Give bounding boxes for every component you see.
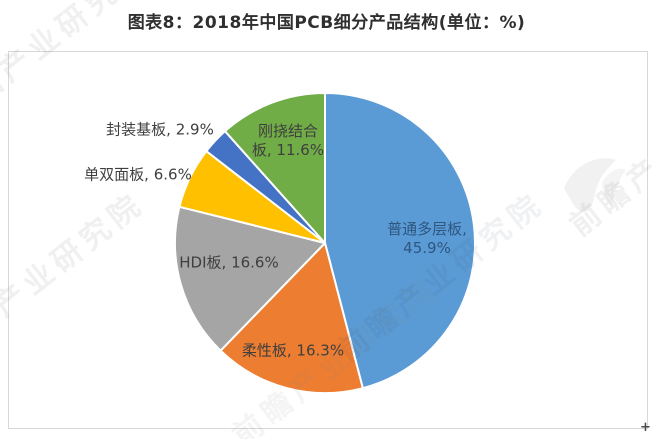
chart-title: 图表8：2018年中国PCB细分产品结构(单位：%) xyxy=(127,13,526,33)
corner-cursor-artifact: + xyxy=(640,420,651,435)
pie-svg xyxy=(174,92,476,395)
pie-slice-2 xyxy=(174,205,326,352)
pie-slice-0 xyxy=(324,92,476,390)
pie-slice-5 xyxy=(224,92,326,244)
pie-label-hdi: HDI板, 16.6% xyxy=(179,253,279,272)
pie-label-rigid-flex: 刚挠结合 板, 11.6% xyxy=(251,122,325,159)
pie-slice-1 xyxy=(219,242,364,395)
pie-label-multilayer: 普通多层板, 45.9% xyxy=(387,220,467,257)
pie-label-single-double: 单双面板, 6.6% xyxy=(84,165,192,184)
pie-label-flexible: 柔性板, 16.3% xyxy=(241,341,345,360)
pie-label-ic-substrate: 封装基板, 2.9% xyxy=(106,120,214,139)
